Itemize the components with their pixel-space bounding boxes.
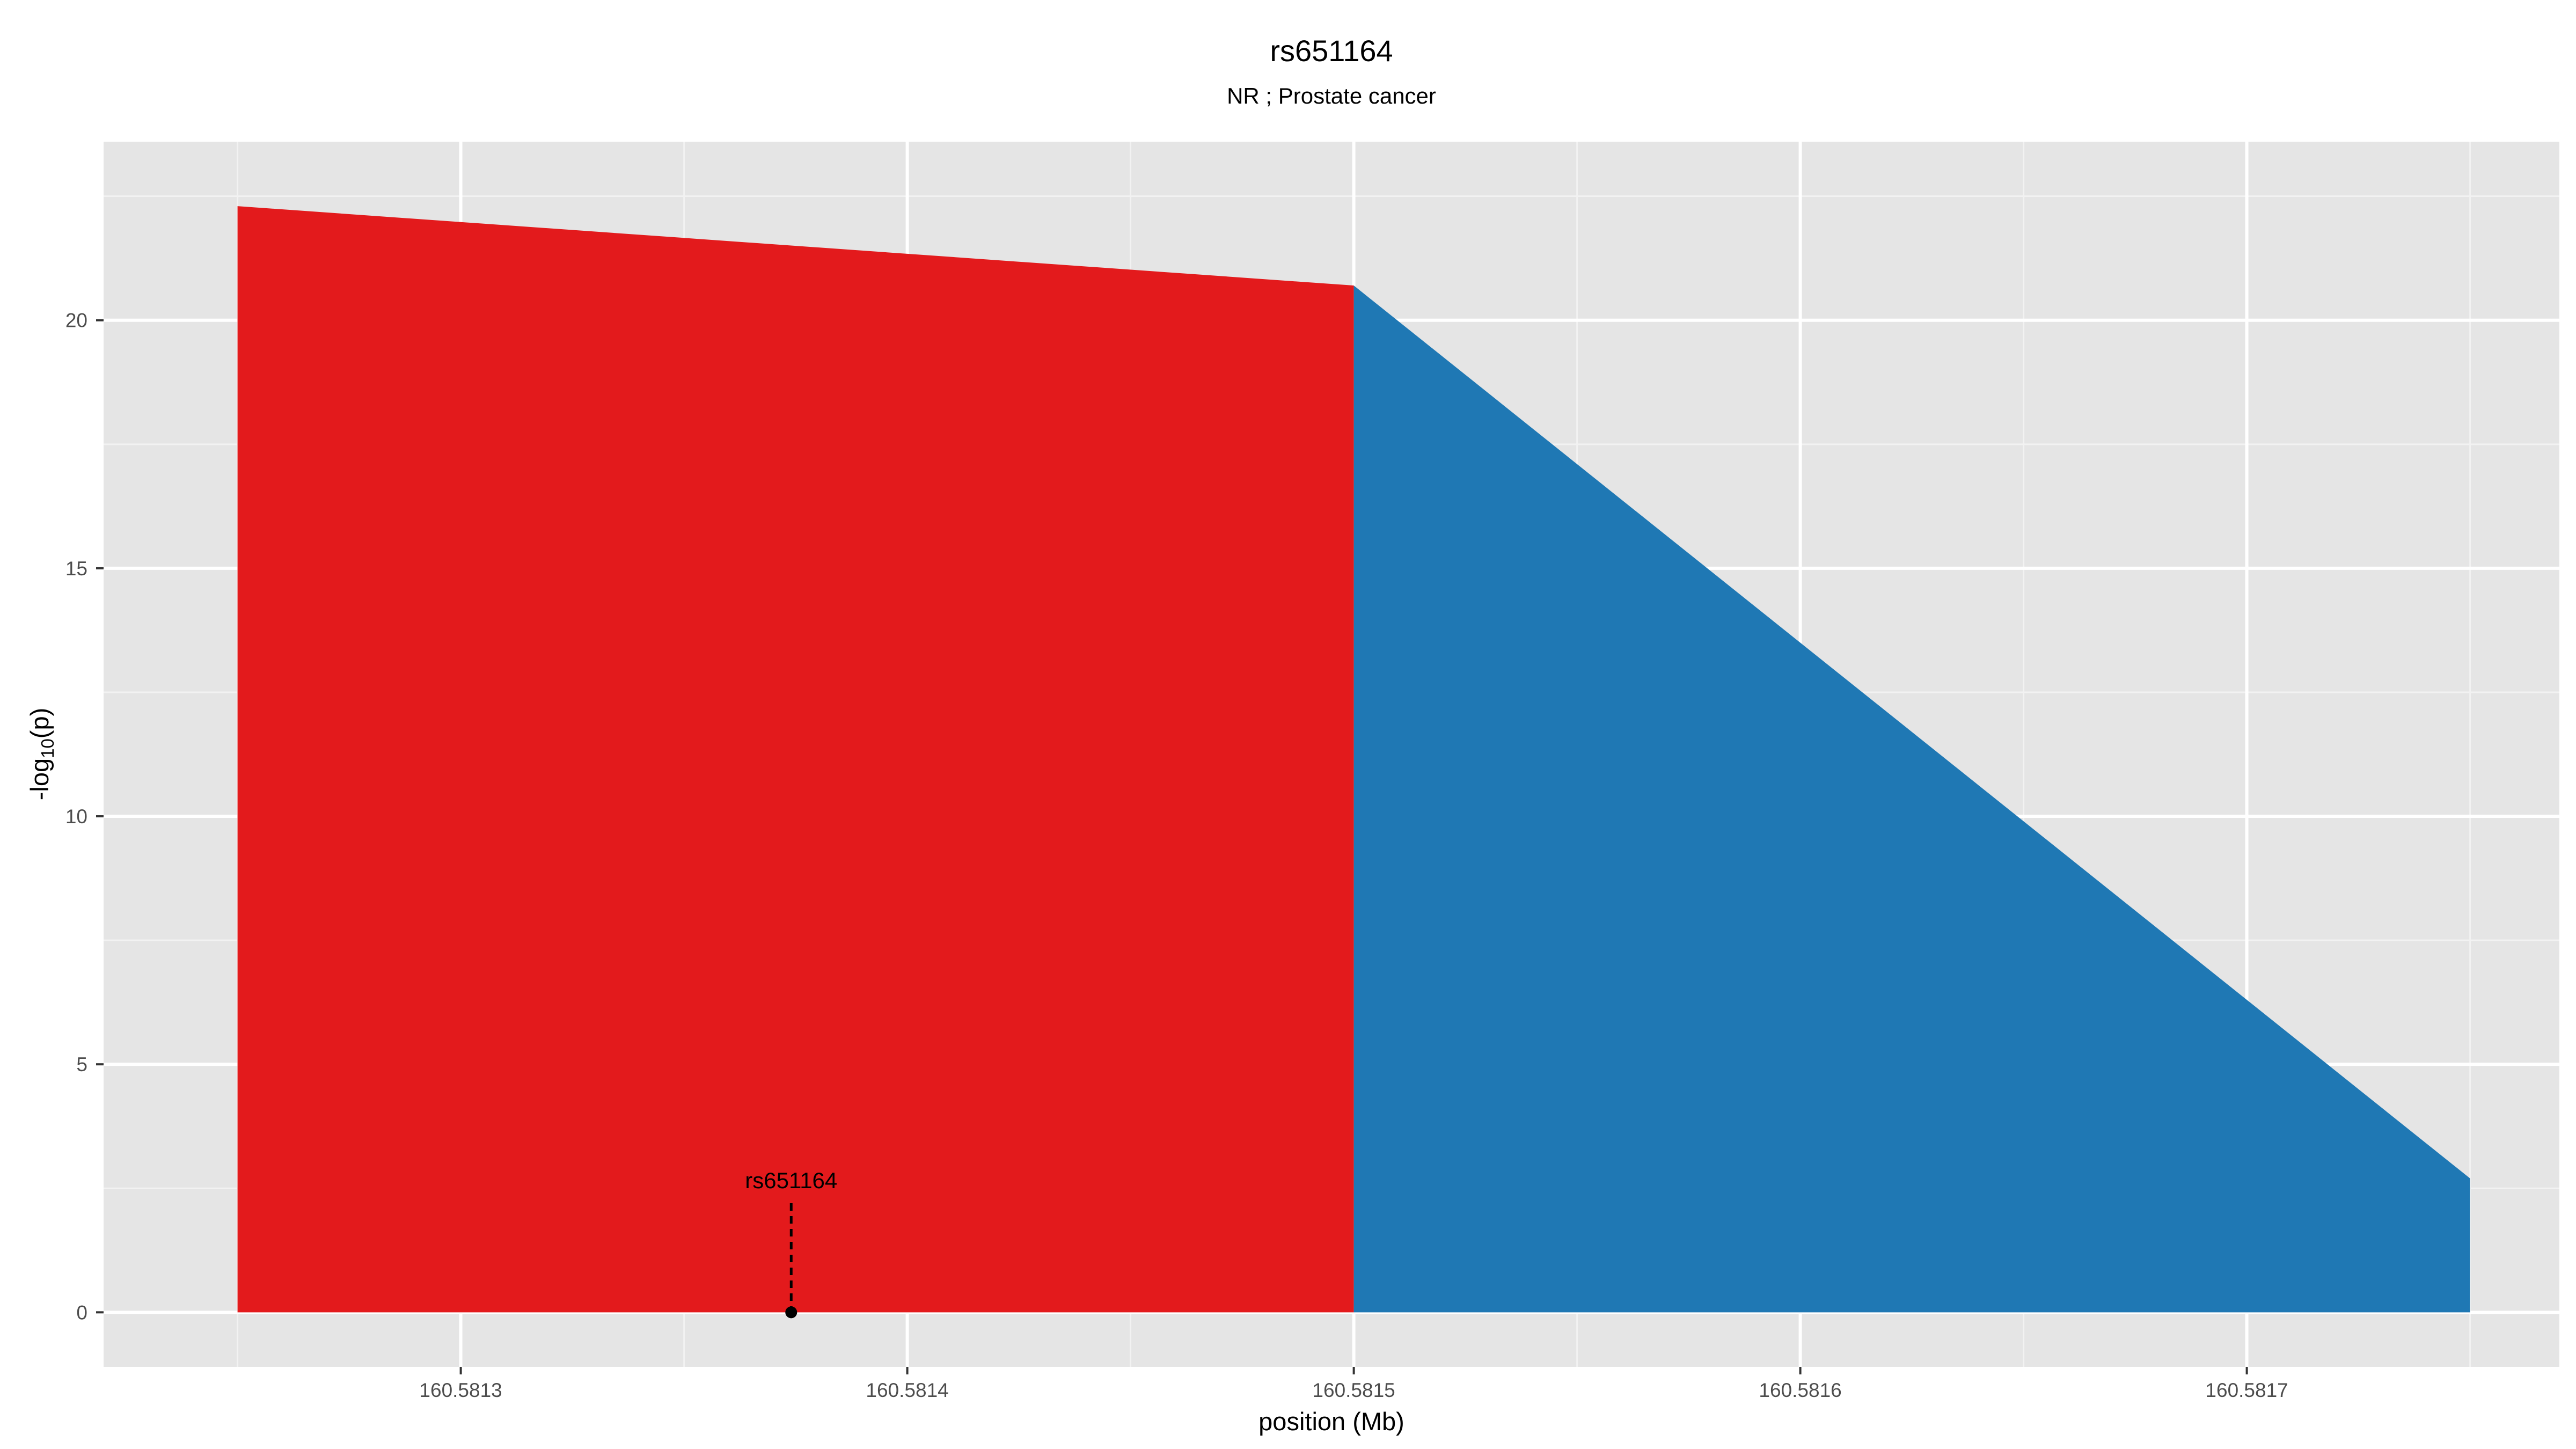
y-axis-title-tail: (p)	[25, 708, 54, 738]
y-tick-label: 5	[76, 1053, 87, 1075]
area-series-2	[1353, 286, 2470, 1313]
y-axis-ticks: 0 5 10 15 20	[65, 310, 104, 1323]
annotation-label: rs651164	[745, 1168, 837, 1193]
x-axis-title: position (Mb)	[1258, 1407, 1404, 1436]
area-series	[237, 206, 2470, 1313]
x-tick-label: 160.5814	[866, 1379, 948, 1401]
chart-title: rs651164	[1270, 34, 1393, 68]
y-axis-title-main: -log	[25, 758, 54, 800]
y-tick-label: 20	[65, 310, 87, 332]
x-tick-label: 160.5813	[419, 1379, 502, 1401]
x-axis-ticks: 160.5813 160.5814 160.5815 160.5816 160.5817	[419, 1367, 2288, 1401]
y-tick-label: 10	[65, 806, 87, 828]
x-tick-label: 160.5815	[1312, 1379, 1395, 1401]
y-axis-title: -log10(p)	[25, 708, 57, 801]
y-axis-title-subscript: 10	[38, 738, 57, 758]
area-series-1	[237, 206, 1354, 1313]
y-tick-label: 15	[65, 558, 87, 580]
y-tick-label: 0	[76, 1301, 87, 1323]
x-tick-label: 160.5816	[1759, 1379, 1841, 1401]
annotation-point	[785, 1306, 797, 1319]
chart-subtitle: NR ; Prostate cancer	[1227, 83, 1436, 108]
snp-annotation: rs651164	[745, 1168, 837, 1319]
x-tick-label: 160.5817	[2205, 1379, 2288, 1401]
